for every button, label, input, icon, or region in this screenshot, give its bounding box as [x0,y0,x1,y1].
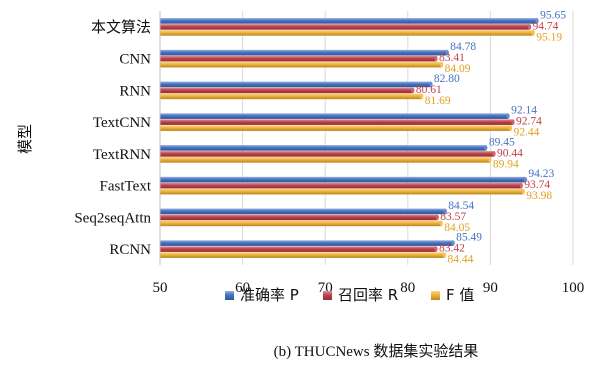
legend-swatch [323,291,332,300]
bar [160,81,431,88]
bar-end-cap [488,157,492,163]
data-label: 89.94 [493,158,519,170]
bar [160,252,445,258]
data-label: 92.74 [516,116,542,128]
bar-end-cap [523,176,527,183]
bar [160,93,422,100]
category-label: RNN [119,83,151,99]
data-label: 83.42 [439,243,465,255]
bar-layer [160,18,539,258]
bar-end-cap [439,220,443,227]
bar-end-cap [434,55,438,62]
x-tick-label: 100 [562,280,585,296]
x-tick-label: 50 [153,280,168,296]
bar [160,55,436,62]
category-label: RCNN [109,242,151,258]
x-tick-label: 80 [400,280,415,296]
bar [160,151,495,157]
category-label: FastText [100,179,152,195]
bar-end-cap [434,246,438,252]
bar-end-cap [492,151,496,157]
category-label: 本文算法 [91,18,151,36]
bar [160,182,522,189]
bar-end-cap [506,113,510,119]
data-label: 81.69 [425,95,451,107]
bar [160,188,524,195]
bar [160,145,486,151]
bar [160,24,530,30]
bar [160,176,526,183]
bar [160,214,438,221]
bar [160,119,514,125]
bar [160,246,437,252]
legend-swatch [225,291,234,300]
bar [160,125,511,131]
bar [160,87,413,94]
category-label: CNN [119,52,151,68]
axis-layer: 50 60 70 80 90 100本文算法CNNRNNTextCNNTextRNNFas… [74,11,584,296]
bar [160,18,538,24]
data-label: 84.78 [450,41,476,53]
category-label: TextRNN [93,147,151,163]
bar [160,49,448,56]
bar [160,61,442,68]
bar-end-cap [411,87,415,94]
bar-end-cap [531,30,535,36]
bar-end-cap [535,18,539,24]
data-label: 84.54 [448,200,474,212]
legend: 准确率 P 召回率 R F 值 [225,286,474,304]
bar-end-cap [435,214,439,221]
data-label: 83.57 [440,211,466,223]
data-label: 80.61 [416,84,442,96]
data-label: 83.41 [439,52,465,64]
bar-end-cap [511,119,515,125]
bar [160,208,446,215]
data-label: 92.14 [511,105,537,117]
x-tick-label: 90 [483,280,498,296]
legend-swatch [431,291,440,300]
bar-end-cap [519,182,523,189]
x-tick-label: 60 [235,280,250,296]
data-label: 82.80 [434,73,460,85]
bar-end-cap [451,240,455,246]
figure-caption: (b) THUCNews 数据集实验结果 [274,343,479,360]
bar-end-cap [420,93,424,100]
category-label: TextCNN [93,115,151,131]
category-label: Seq2seqAttn [74,210,151,226]
data-label: 95.65 [540,9,566,21]
legend-label: 召回率 R [338,286,398,304]
data-label: 90.44 [497,147,523,159]
data-label: 94.74 [533,20,559,32]
data-label: 93.74 [524,179,550,191]
y-axis-title: 模型 [16,124,34,154]
bar-end-cap [484,145,488,151]
bar-end-cap [439,61,444,68]
legend-label: F 值 [446,286,474,304]
data-label: 95.19 [536,31,562,43]
bar-end-cap [429,81,433,88]
bar-end-cap [521,188,525,195]
data-label: 85.49 [456,232,482,244]
data-label: 89.45 [489,136,515,148]
data-label: 94.23 [528,168,554,180]
bar-end-cap [508,125,513,131]
bar-end-cap [445,49,449,56]
data-label: 84.44 [447,254,473,266]
data-label: 84.09 [445,63,471,75]
data-label: 84.05 [444,222,470,234]
bar [160,220,442,227]
bar [160,157,490,163]
bar-end-cap [527,24,532,30]
bar [160,240,454,246]
data-label: 92.44 [514,127,540,139]
bar-end-cap [442,252,447,258]
bar [160,30,534,36]
legend-label: 准确率 P [240,286,299,304]
bar [160,113,509,119]
data-label: 93.98 [526,190,552,202]
bar-end-cap [443,208,447,215]
